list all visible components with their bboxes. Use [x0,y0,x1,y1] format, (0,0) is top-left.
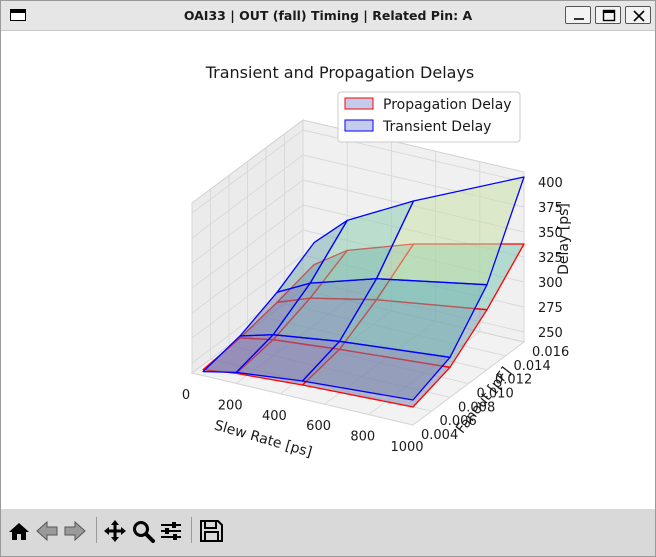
save-icon [200,520,223,542]
window-icon [10,9,26,21]
surface-patch [276,219,348,293]
y-tick-label: 0.014 [514,359,551,374]
forward-arrow-icon [64,520,86,542]
gridline-z [191,204,304,289]
configure-button[interactable] [157,517,185,545]
y-tick-label: 0.016 [532,345,569,360]
legend: Propagation Delay Transient Delay [337,91,521,143]
close-button[interactable] [625,6,651,24]
minimize-button[interactable] [565,6,591,24]
x-tick-label: 1000 [390,440,423,455]
legend-swatch-transient [344,119,374,132]
gridline-z [191,179,304,264]
legend-swatch-propagation [344,97,374,110]
move-icon [104,520,126,542]
y-tick-label: 0.012 [495,373,532,388]
gridline-y [191,372,414,426]
legend-label-propagation: Propagation Delay [383,97,512,113]
y-tick-label: 0.004 [421,428,458,443]
z-tick-label: 275 [538,301,563,316]
surface-propagation-delay [202,176,525,401]
x-tick-label: 200 [218,398,243,413]
surfaces [202,176,525,408]
minimize-icon [574,18,584,20]
home-icon [9,523,29,540]
zoom-icon [133,521,155,543]
gridline-z [191,254,304,339]
z-tick-label: 300 [538,276,563,291]
z-tick-label: 350 [538,226,563,241]
toolbar-separator [96,517,97,543]
home-button[interactable] [5,517,33,545]
maximize-button[interactable] [595,6,621,24]
tick-labels: 020040060080010000.0040.0060.0080.0100.0… [182,176,569,455]
back-arrow-icon [36,520,58,542]
z-tick-label: 400 [538,176,563,191]
surface-chart: Transient and Propagation Delays 0 200 400… [182,63,572,461]
navigation-toolbar [1,509,655,556]
legend-label-transient: Transient Delay [382,119,491,135]
x-tick-label: 0 [182,388,190,403]
z-tick-label: 250 [538,326,563,341]
legend-box [337,91,521,143]
z-tick-label: 375 [538,201,563,216]
gridline-z [191,154,304,239]
title-bar: OAI33 | OUT (fall) Timing | Related Pin:… [1,1,655,31]
back-button[interactable] [33,517,61,545]
forward-button[interactable] [61,517,89,545]
z-tick-label: 325 [538,251,563,266]
y-tick-label: 0.006 [440,414,477,429]
x-axis-label: Slew Rate [ps] [212,418,313,461]
save-button[interactable] [197,517,225,545]
x-tick-label: 400 [262,409,287,424]
chart-title: Transient and Propagation Delays [205,63,475,82]
gridline-z [191,129,304,214]
z-axis-label: Delay [ps] [556,203,572,275]
window-title: OAI33 | OUT (fall) Timing | Related Pin:… [183,8,473,23]
y-tick-label: 0.010 [477,387,514,402]
x-tick-label: 600 [306,419,331,434]
zoom-button[interactable] [129,517,157,545]
gridline-z [191,229,304,314]
y-tick-label: 0.008 [458,400,495,415]
x-tick-label: 800 [350,430,375,445]
close-icon [633,10,645,22]
sliders-icon [161,522,181,540]
maximize-icon [602,9,616,22]
toolbar-separator [191,517,192,543]
pan-button[interactable] [101,517,129,545]
plot-canvas[interactable]: Transient and Propagation Delays 0 200 400… [12,31,652,509]
